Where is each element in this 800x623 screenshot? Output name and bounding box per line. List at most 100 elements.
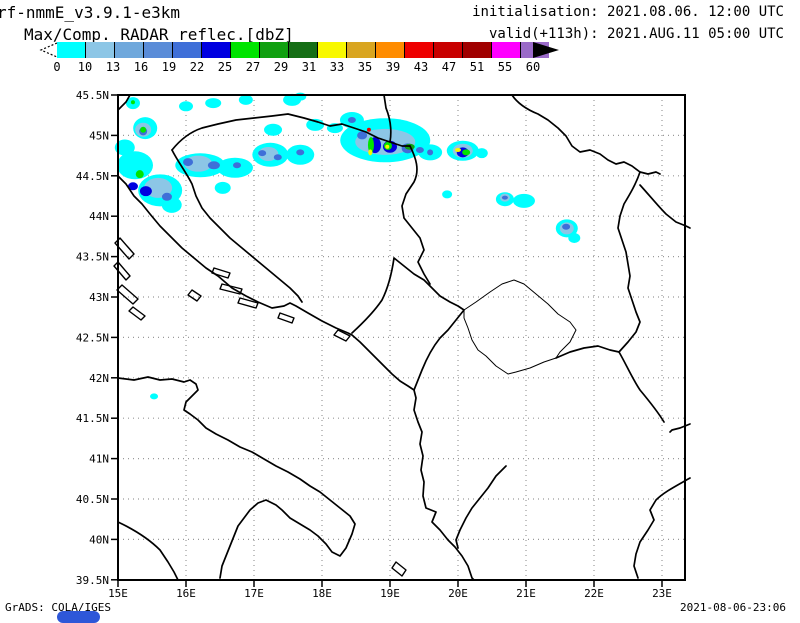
- colorbar-segment: [317, 42, 346, 58]
- colorbar-segment: [346, 42, 375, 58]
- border-kosovo: [463, 279, 577, 375]
- y-axis-label: 40.5N: [76, 493, 109, 506]
- y-axis-label: 39.5N: [76, 574, 109, 587]
- radar-echo-cell: [568, 233, 581, 244]
- coastline-italy: [117, 376, 356, 579]
- x-axis-label: 15E: [108, 587, 128, 600]
- colorbar-segment: [201, 42, 230, 58]
- colorbar-segment: [114, 42, 143, 58]
- axis-layer: 15E 16E 17E 18E 19E 20E 21E 22E 23E 45.5N 45N 44.5N…: [76, 89, 672, 600]
- radar-echo-cell: [357, 131, 368, 140]
- radar-echo-cell: [135, 170, 144, 179]
- radar-echo-cell: [127, 182, 138, 191]
- radar-echo-cell: [462, 149, 471, 156]
- border-montenegro-north: [351, 257, 465, 391]
- initialisation-time: initialisation: 2021.08.06. 12:00 UTC: [472, 4, 784, 20]
- colorbar: [57, 42, 549, 58]
- radar-echo-cell: [183, 158, 194, 167]
- border-croatia-serbia: [383, 94, 392, 143]
- radar-echo-cell: [130, 100, 135, 105]
- radar-echo-cell: [264, 123, 283, 136]
- colorbar-segment: [259, 42, 288, 58]
- border-romania-bulgaria-danube: [639, 184, 691, 229]
- radar-echo-cell: [117, 151, 153, 180]
- colorbar-tick-label: 0: [53, 60, 61, 74]
- colorbar-segment: [230, 42, 259, 58]
- colorbar-tick-label: 25: [217, 60, 233, 74]
- colorbar-segment: [143, 42, 172, 58]
- y-axis-label: 42N: [89, 372, 109, 385]
- border-serbia-macedonia: [555, 345, 620, 359]
- y-axis-label: 45.5N: [76, 89, 109, 102]
- colorbar-tick-label: 51: [469, 60, 485, 74]
- radar-echo-cell: [455, 147, 461, 152]
- x-axis-label: 18E: [312, 587, 332, 600]
- x-axis-label: 21E: [516, 587, 536, 600]
- radar-echo-cell: [366, 127, 371, 132]
- radar-echo-cell: [562, 223, 571, 230]
- colorbar-tick-label: 22: [189, 60, 205, 74]
- radar-echo-cell: [140, 126, 147, 133]
- map-frame: [117, 94, 686, 581]
- border-serbia-bulgaria: [617, 171, 641, 353]
- radar-echo-cell: [475, 148, 488, 159]
- colorbar-overflow-arrow: [533, 42, 559, 58]
- colorbar-tick-label: 13: [105, 60, 121, 74]
- y-axis-label: 40N: [89, 533, 109, 546]
- colorbar-segment: [85, 42, 114, 58]
- colorbar-tick-label: 10: [77, 60, 93, 74]
- radar-echo-cell: [427, 149, 434, 156]
- colorbar-tick-label: 55: [497, 60, 513, 74]
- colorbar-segment: [404, 42, 433, 58]
- colorbar-tick-label: 31: [301, 60, 317, 74]
- colorbar-segment: [433, 42, 462, 58]
- radar-echo-cell: [442, 190, 453, 199]
- border-bulgaria-greece: [669, 423, 691, 433]
- radar-echo-cell: [296, 149, 305, 156]
- radar-echo-cell: [179, 101, 193, 112]
- coastline-adriatic-east: [117, 175, 475, 581]
- y-axis-label: 41.5N: [76, 412, 109, 425]
- colorbar-tick-label: 35: [357, 60, 373, 74]
- colorbar-tick-label: 33: [329, 60, 345, 74]
- radar-echo-cell: [161, 192, 172, 201]
- colorbar-tick-label: 29: [273, 60, 289, 74]
- y-axis-label: 42.5N: [76, 331, 109, 344]
- radar-echo-cell: [205, 98, 222, 109]
- radar-echo-cell: [139, 186, 152, 197]
- x-axis-label: 23E: [652, 587, 672, 600]
- colorbar-labels: 0 10 13 16 19 22 25 27 29 31 33 35 39 43 47 51 55 60: [0, 60, 800, 74]
- colorbar-segment: [57, 42, 85, 58]
- colorbar-tick-label: 39: [385, 60, 401, 74]
- islands-croatia: [113, 237, 351, 342]
- colorbar-tick-label: 27: [245, 60, 261, 74]
- plot-timestamp: 2021-08-06-23:06: [680, 601, 786, 614]
- border-croatia-bosnia-sava: [171, 113, 411, 151]
- radar-echo-cell: [207, 161, 220, 170]
- radar-echo-layer: [114, 92, 581, 400]
- border-albania-greece: [455, 465, 507, 549]
- colorbar-segment: [462, 42, 491, 58]
- y-axis-label: 44.5N: [76, 170, 109, 183]
- colorbar-segment: [288, 42, 317, 58]
- colorbar-tick-label: 16: [133, 60, 149, 74]
- partial-blue-element[interactable]: [57, 611, 100, 623]
- radar-echo-cell: [233, 162, 241, 169]
- colorbar-segment: [375, 42, 404, 58]
- radar-echo-cell: [273, 154, 282, 161]
- colorbar-tick-label: 43: [413, 60, 429, 74]
- colorbar-tick-label: 47: [441, 60, 457, 74]
- radar-echo-cell: [367, 137, 374, 154]
- radar-echo-cell: [347, 117, 356, 124]
- colorbar-tick-label: 19: [161, 60, 177, 74]
- border-croatia-bosnia-una: [171, 149, 303, 303]
- model-title: rf-nmmE_v3.9.1-e3km: [0, 3, 181, 22]
- grads-credit: GrADS: COLA/IGES: [5, 601, 111, 614]
- radar-echo-cell: [385, 144, 390, 149]
- border-macedonia: [618, 351, 665, 423]
- y-axis-label: 43N: [89, 291, 109, 304]
- border-serbia-romania: [511, 94, 661, 175]
- y-axis-label: 45N: [89, 129, 109, 142]
- radar-echo-cell: [238, 94, 253, 105]
